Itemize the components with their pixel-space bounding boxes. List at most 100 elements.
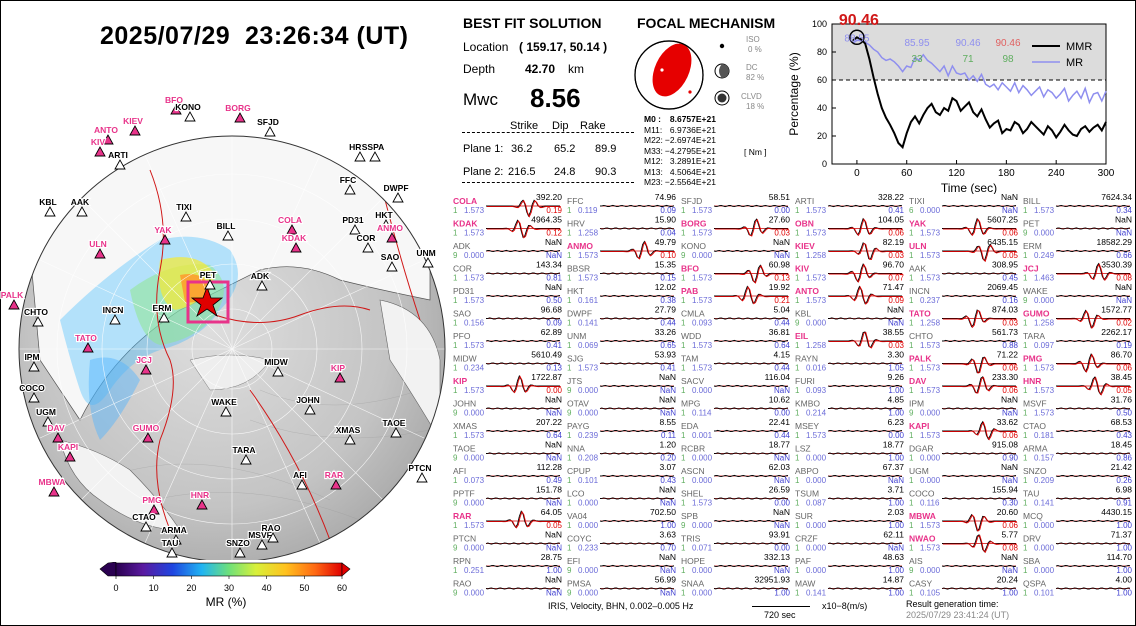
colorbar-tick-label: 20: [186, 583, 196, 593]
weight-value: 0.234: [464, 364, 485, 373]
waveform-panel-unm: UNM 33.26 1 0.069 0.65: [567, 327, 677, 350]
observed-trace: [942, 376, 1016, 393]
variance-reduction: 0.64: [774, 341, 790, 350]
weight-value: 0.000: [920, 206, 941, 215]
station-hkt: HKT: [374, 209, 395, 230]
peak-amplitude: NaN: [773, 237, 790, 247]
peak-amplitude: NaN: [659, 372, 676, 382]
station-label: TARA: [233, 445, 256, 455]
observed-trace: [941, 587, 1017, 590]
peak-amplitude: 18582.29: [1097, 237, 1133, 247]
component-count: 1: [795, 341, 800, 350]
variance-reduction: NaN: [774, 521, 790, 530]
peak-amplitude: 20.24: [997, 575, 1019, 585]
station-name: KBL: [795, 309, 811, 319]
weight-value: 0.000: [578, 386, 599, 395]
station-tixi: TIXI: [175, 201, 193, 222]
legend-label-mmr: MMR: [1066, 41, 1092, 53]
variance-reduction: 0.06: [1002, 431, 1018, 440]
station-label: IPM: [24, 352, 39, 362]
variance-reduction: 1.00: [1002, 589, 1018, 598]
station-triangle-icon: [386, 232, 398, 243]
station-label: JCJ: [136, 355, 152, 365]
station-ipm: IPM: [23, 351, 41, 372]
component-count: 1: [909, 544, 914, 553]
component-count: 1: [453, 431, 458, 440]
peak-amplitude: 233.30: [992, 372, 1018, 382]
station-triangle-icon: [380, 219, 392, 230]
observed-trace: [713, 249, 789, 253]
station-label: KDAK: [282, 233, 307, 243]
station-name: CHTO: [909, 331, 933, 341]
peak-amplitude: 62.03: [769, 462, 791, 472]
observed-trace: [828, 285, 902, 305]
weight-value: 0.071: [692, 544, 713, 553]
peak-amplitude: 308.95: [992, 260, 1018, 270]
observed-trace: [827, 407, 903, 410]
station-name: ANMO: [567, 241, 593, 251]
observed-trace: [713, 204, 789, 208]
plane2-dip: 24.8: [554, 166, 576, 178]
waveform-panel-rpn: RPN 28.75 1 0.251 1.00: [453, 552, 563, 575]
variance-reduction: NaN: [774, 476, 790, 485]
observed-trace: [1055, 339, 1131, 343]
station-label: SAO: [381, 252, 400, 262]
station-triangle-icon: [170, 104, 182, 115]
weight-value: 0.001: [692, 431, 713, 440]
tensor-value: −2.6974E+21: [664, 135, 716, 145]
component-count: 1: [681, 206, 686, 215]
plane1-strike: 36.2: [511, 143, 533, 155]
observed-trace: [1055, 249, 1131, 253]
station-chto: CHTO: [23, 306, 49, 327]
waveform-panel-snaa: SNAA 32951.93 1 0.000 1.00: [681, 575, 791, 598]
component-count: 1: [567, 319, 572, 328]
station-gumo: GUMO: [132, 422, 161, 443]
station-label: DAV: [47, 423, 65, 433]
iso-label: ISO: [746, 35, 760, 44]
waveform-panel-tsum: TSUM 3.71 1 0.087 1.00: [795, 485, 905, 508]
weight-value: 1.258: [920, 319, 941, 328]
tensor-key: M22:: [644, 135, 663, 145]
waveform-panel-crzf: CRZF 62.11 1 0.000 NaN: [795, 530, 904, 553]
waveform-panel-hrv: HRV 15.90 1 1.258 0.04: [567, 215, 677, 238]
station-kiev: KIEV: [122, 115, 144, 136]
station-arma: ARMA: [160, 524, 188, 545]
variance-reduction: 1.00: [1116, 544, 1132, 553]
weight-value: 1.573: [920, 364, 941, 373]
observed-trace: [599, 564, 675, 568]
component-count: 1: [909, 296, 914, 305]
station-triangle-icon: [234, 547, 246, 558]
x-axis-label: Time (sec): [941, 181, 997, 194]
time-scale-label: 720 sec: [764, 610, 796, 620]
component-count: 9: [453, 251, 458, 260]
waveform-panel-ascn: ASCN 62.03 1 0.000 NaN: [681, 462, 790, 485]
station-name: WDD: [681, 331, 701, 341]
peak-amplitude: NaN: [659, 395, 676, 405]
peak-amplitude: 5.77: [1001, 530, 1018, 540]
peak-amplitude: 58.51: [769, 192, 791, 202]
component-count: 1: [795, 229, 800, 238]
peak-amplitude: 60.98: [769, 260, 791, 270]
waveform-panel-uln: ULN 6435.15 1 1.573 0.05: [909, 237, 1019, 263]
observed-trace: [827, 497, 903, 500]
component-count: 1: [909, 386, 914, 395]
component-count: 1: [909, 274, 914, 283]
weight-value: 0.069: [578, 341, 599, 350]
component-count: 1: [1023, 341, 1028, 350]
weight-value: 0.141: [578, 319, 599, 328]
station-bill: BILL: [215, 220, 237, 241]
station-name: ASCN: [681, 466, 705, 476]
peak-amplitude: 62.11: [883, 530, 904, 540]
variance-reduction: 0.34: [1116, 206, 1132, 215]
component-count: 1: [681, 409, 686, 418]
station-erm: ERM: [151, 302, 173, 323]
station-name: TARA: [1023, 331, 1045, 341]
variance-reduction: 1.00: [774, 589, 790, 598]
series-line-mmr: [852, 36, 1107, 150]
station-unm: UNM: [415, 247, 437, 268]
peak-amplitude: 561.73: [992, 327, 1018, 337]
station-name: PAYG: [567, 421, 589, 431]
station-name: DRV: [1023, 534, 1041, 544]
